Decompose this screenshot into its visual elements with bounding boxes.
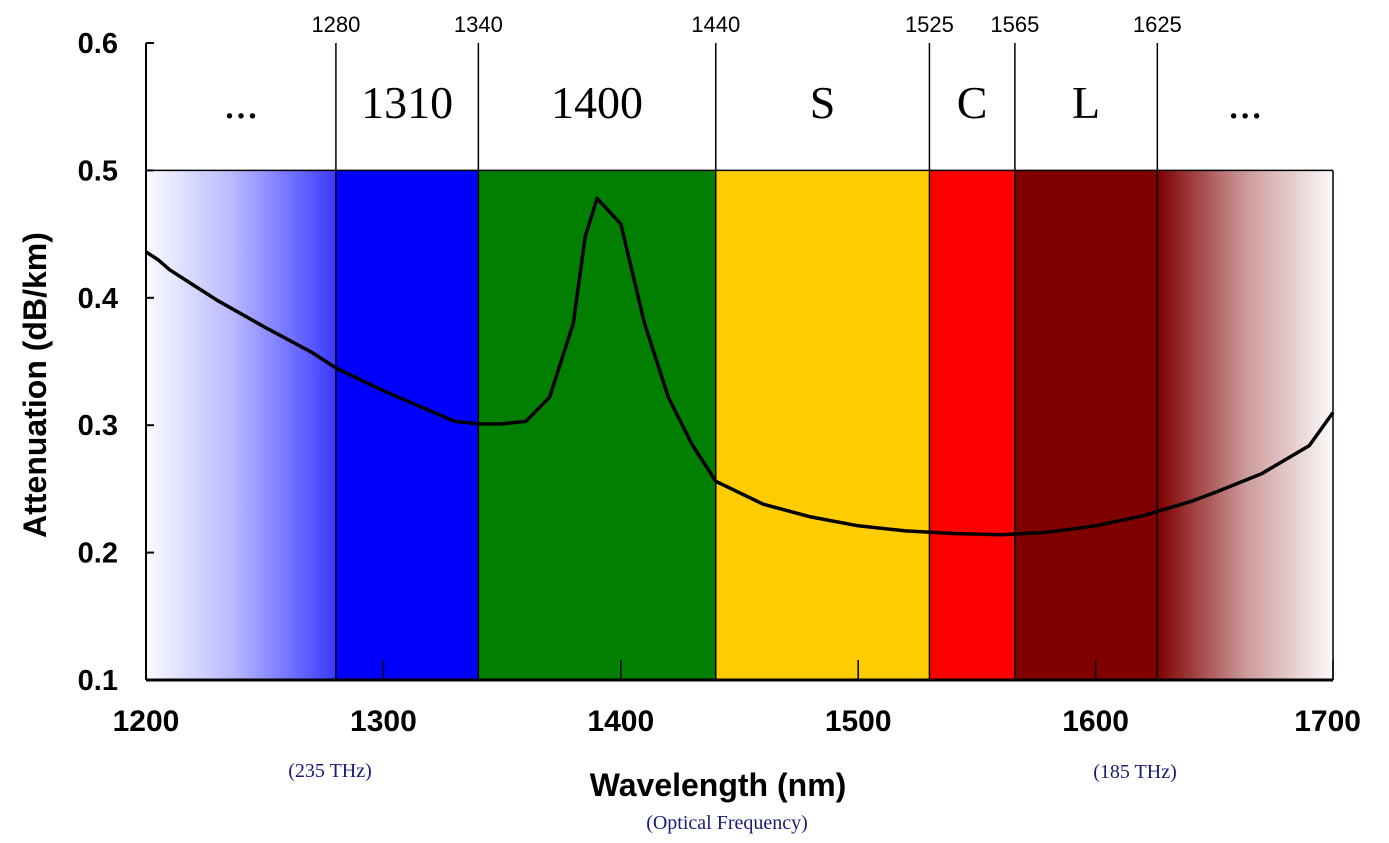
y-axis-title: Attenuation (dB/km) xyxy=(17,232,53,538)
band-label: S xyxy=(810,77,836,128)
x-tick-label: 1400 xyxy=(587,705,654,738)
left-frequency-note: (235 THz) xyxy=(288,760,372,782)
band-boundaries: 1280 1340 1440 1525 1565 1625 xyxy=(311,12,1182,680)
band-4 xyxy=(929,170,1015,680)
boundary-label: 1525 xyxy=(905,12,954,37)
band-label: 1400 xyxy=(551,77,643,128)
band-label: C xyxy=(957,77,988,128)
x-tick-label: 1700 xyxy=(1294,705,1361,738)
band-2 xyxy=(478,170,716,680)
boundary-label: 1565 xyxy=(990,12,1039,37)
band-6 xyxy=(1157,170,1333,680)
plot-frame xyxy=(146,169,1334,680)
wavelength-bands xyxy=(146,170,1333,680)
y-tick-label: 0.6 xyxy=(78,28,118,60)
band-5 xyxy=(1014,170,1158,680)
x-tick-label: 1300 xyxy=(350,705,417,738)
y-tick-label: 0.4 xyxy=(78,283,118,315)
y-tick-label: 0.3 xyxy=(78,410,118,442)
x-axis-sublabel: (Optical Frequency) xyxy=(646,812,808,834)
band-labels: ... 1310 1400 S C L... xyxy=(224,77,1263,128)
series-layer xyxy=(145,196,1335,537)
boundary-label: 1625 xyxy=(1133,12,1182,37)
boundary-label: 1280 xyxy=(311,12,360,37)
band-3 xyxy=(715,170,930,680)
attenuation-curve xyxy=(145,196,1335,537)
x-tick-label: 1500 xyxy=(825,705,892,738)
axes: 0.1 0.2 0.3 0.4 0.5 0.6 1200 1300 1400 1500 1600 17… xyxy=(78,28,1361,738)
right-frequency-note: (185 THz) xyxy=(1093,761,1177,783)
boundary-label: 1440 xyxy=(691,12,740,37)
y-tick-label: 0.1 xyxy=(78,665,118,697)
y-tick-label: 0.5 xyxy=(78,155,118,187)
x-tick-label: 1600 xyxy=(1062,705,1129,738)
band-1 xyxy=(335,170,479,680)
y-tick-label: 0.2 xyxy=(78,538,118,570)
band-label: ... xyxy=(224,77,259,128)
band-0 xyxy=(146,170,336,680)
band-label: ... xyxy=(1228,77,1263,128)
x-axis-title: Wavelength (nm) xyxy=(590,767,847,803)
band-label: 1310 xyxy=(361,77,453,128)
band-label: L xyxy=(1072,77,1100,128)
boundary-label: 1340 xyxy=(454,12,503,37)
x-tick-label: 1200 xyxy=(113,705,180,738)
